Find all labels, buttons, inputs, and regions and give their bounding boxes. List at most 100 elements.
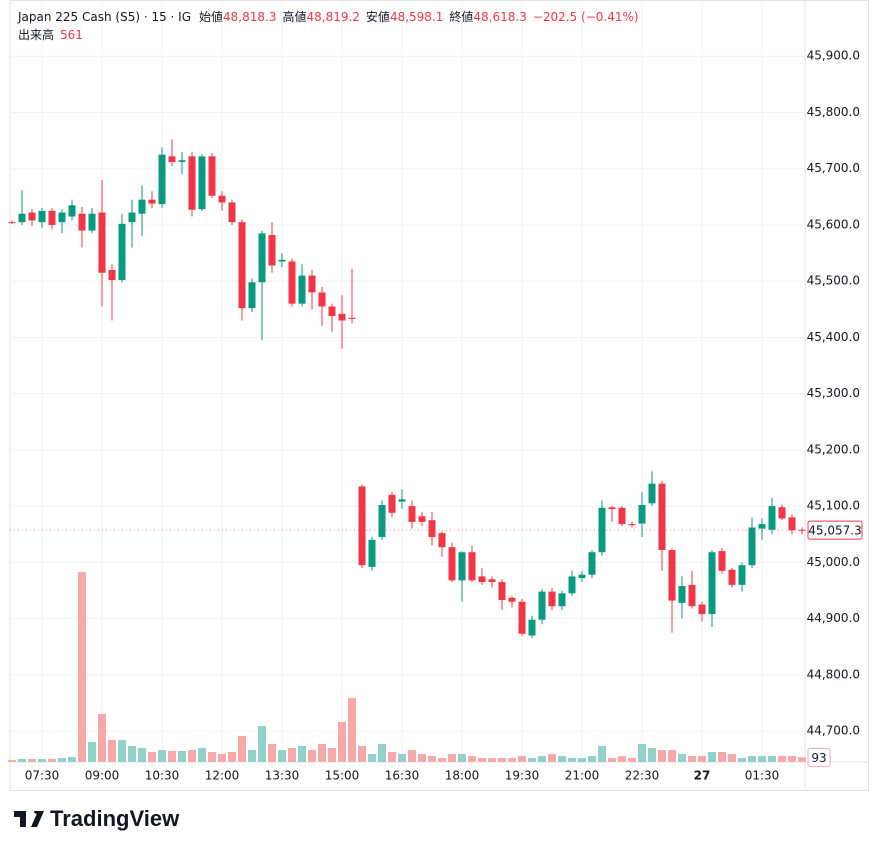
candle-body — [108, 269, 116, 281]
volume-bar — [488, 758, 496, 762]
volume-bar — [778, 756, 786, 762]
logo-icon — [14, 811, 44, 827]
volume-bar — [678, 754, 686, 762]
legend-label: 始値 — [199, 10, 224, 24]
y-tick-label: 44,900.0 — [807, 611, 860, 625]
candle-body — [638, 505, 646, 524]
x-tick-label: 21:00 — [565, 769, 600, 783]
candle-body — [98, 212, 106, 273]
legend-label: 高値 — [282, 10, 307, 24]
y-tick-label: 45,100.0 — [807, 499, 860, 513]
legend-value: 48,819.2 — [306, 10, 360, 24]
price-marker-box — [807, 520, 863, 540]
candle-body — [258, 233, 266, 283]
candle-body — [708, 552, 716, 615]
price-marker-label: 45,057.3 — [808, 524, 861, 538]
footer: TradingView — [14, 806, 179, 832]
candle-body — [18, 213, 26, 223]
volume-bar — [258, 726, 266, 762]
candle-body — [758, 524, 766, 529]
candle-body — [128, 212, 136, 223]
volume-bar — [198, 748, 206, 762]
volume-bar — [428, 756, 436, 762]
volume-bar — [228, 752, 236, 762]
candle-body — [8, 222, 16, 224]
volume-bar — [298, 746, 306, 762]
candle-body — [198, 156, 206, 210]
x-tick-label: 18:00 — [445, 769, 480, 783]
x-tick-label: 10:30 — [145, 769, 180, 783]
volume-marker-label: 93 — [811, 751, 826, 765]
candle-body — [398, 499, 406, 502]
candle-body — [48, 210, 56, 225]
y-tick-label: 45,500.0 — [807, 274, 860, 288]
volume-bar — [698, 756, 706, 762]
candle-body — [88, 213, 96, 231]
candle-body — [208, 156, 216, 196]
chart: 44,700.0 44,800.0 44,900.0 45,000.0 45,100.0… — [8, 0, 869, 791]
volume-bar — [68, 757, 76, 762]
volume-bar — [288, 748, 296, 762]
candle-body — [678, 585, 686, 603]
volume-bar — [598, 746, 606, 762]
x-tick-label: 09:00 — [85, 769, 120, 783]
volume-bar — [88, 742, 96, 762]
volume-bar — [468, 756, 476, 762]
volume-bar — [478, 758, 486, 762]
candle-body — [188, 156, 196, 210]
candle-body — [748, 527, 756, 566]
volume-bar — [798, 757, 806, 762]
legend: Japan 225 Cash (S5) · 15 · IG 始値48,818.3 高… — [18, 8, 645, 44]
volume-bar — [178, 751, 186, 762]
candle-body — [548, 591, 556, 607]
candle-body — [648, 483, 656, 504]
volume-bar — [748, 756, 756, 762]
candle-body — [268, 235, 276, 266]
y-tick-label: 44,700.0 — [807, 724, 860, 738]
volume-bar — [368, 754, 376, 762]
volume-bar — [618, 756, 626, 762]
volume-bar — [658, 750, 666, 762]
candle-body — [618, 507, 626, 525]
x-tick-label: 27 — [694, 769, 711, 783]
candle-body — [468, 552, 476, 581]
candle-body — [168, 156, 176, 162]
legend-label: 終値 — [449, 10, 474, 24]
volume-bar — [588, 756, 596, 762]
volume-bar — [108, 740, 116, 762]
volume-bar — [358, 746, 366, 762]
y-tick-label: 45,600.0 — [807, 217, 860, 231]
volume-bar — [148, 752, 156, 762]
candle-body — [248, 282, 256, 309]
volume-bar — [278, 750, 286, 762]
candle-body — [38, 210, 46, 223]
y-tick-label: 45,800.0 — [807, 105, 860, 119]
x-tick-label: 16:30 — [385, 769, 420, 783]
candle-body — [288, 261, 296, 304]
volume-bar — [788, 756, 796, 762]
candle-body — [488, 579, 496, 583]
volume-bar — [238, 736, 246, 762]
volume-bar — [378, 744, 386, 762]
y-tick-label: 45,000.0 — [807, 555, 860, 569]
legend-value: 48,598.1 — [389, 10, 444, 24]
volume-bar — [718, 752, 726, 762]
volume-bar — [518, 756, 526, 762]
candle-body — [28, 212, 36, 221]
volume-bar — [168, 751, 176, 762]
legend-value: 48,618.3 — [473, 10, 527, 24]
volume-bar — [218, 754, 226, 762]
candle-body — [328, 306, 336, 317]
candle-body — [578, 574, 586, 579]
candle-body — [368, 539, 376, 567]
x-tick-label: 12:00 — [205, 769, 240, 783]
volume-bar — [158, 750, 166, 762]
volume-bar — [208, 752, 216, 762]
volume-bar — [458, 754, 466, 762]
volume-bar — [418, 754, 426, 762]
candle-body — [428, 520, 436, 538]
candle-body — [78, 213, 86, 231]
volume-bar — [438, 758, 446, 762]
candle-body — [538, 591, 546, 620]
candle-body — [738, 565, 746, 585]
